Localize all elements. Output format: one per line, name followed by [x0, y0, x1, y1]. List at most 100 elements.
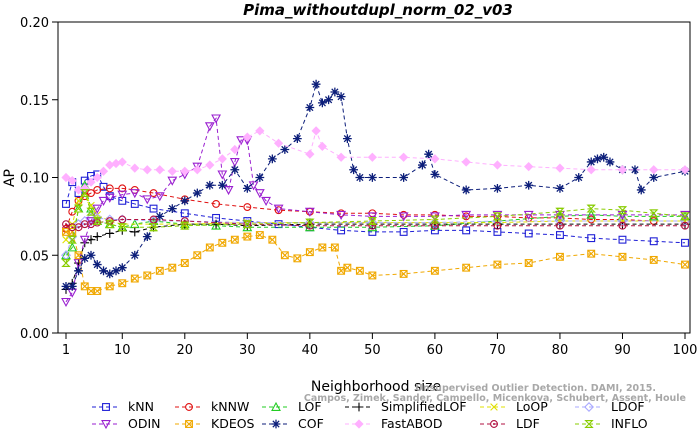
data-point-fastabod	[461, 157, 471, 167]
data-point-fastabod	[492, 160, 503, 170]
data-point-odin	[217, 170, 228, 180]
legend-label-lof: LOF	[298, 399, 322, 414]
data-point-inflo	[61, 259, 71, 267]
data-point-fastabod	[255, 126, 265, 136]
data-point-loop	[74, 197, 83, 205]
legend-item-simplifiedlof: SimplifiedLOF	[345, 399, 467, 414]
legend-swatch-marker	[101, 420, 111, 430]
data-point-inflo	[73, 204, 84, 213]
data-point-kdeos	[193, 251, 202, 260]
legend-label-ldof: LDOF	[611, 399, 645, 414]
data-point-cof	[593, 154, 602, 164]
series-line-ldf	[65, 218, 685, 228]
x-tick-label: 20	[177, 343, 194, 358]
data-point-cof	[367, 173, 377, 182]
legend-swatch-marker	[354, 419, 364, 429]
x-tick-label: 100	[673, 343, 698, 358]
legend-swatch-marker	[185, 420, 193, 428]
data-point-kdeos	[355, 266, 364, 275]
data-point-cof	[605, 157, 615, 167]
data-point-inflo	[92, 217, 102, 225]
data-point-fastabod	[98, 166, 109, 176]
data-point-odin	[336, 210, 347, 220]
data-point-kdeos	[555, 252, 564, 261]
data-point-odin	[236, 136, 246, 146]
data-point-ldof	[429, 217, 440, 228]
data-point-odin	[304, 207, 315, 217]
data-point-cof	[255, 173, 265, 182]
legend-swatch-marker	[271, 401, 281, 411]
data-point-cof	[167, 204, 177, 213]
data-point-inflo	[117, 223, 128, 232]
data-point-cof	[230, 165, 240, 175]
x-tick-label: 80	[552, 343, 569, 358]
data-point-fastabod	[217, 154, 227, 164]
data-point-cof	[524, 180, 534, 190]
y-tick-label: 0.00	[20, 327, 49, 342]
data-point-fastabod	[67, 175, 77, 186]
data-point-inflo	[617, 206, 628, 215]
data-point-fastabod	[430, 154, 440, 164]
data-point-cof	[555, 183, 565, 193]
legend-item-knn: kNN	[92, 399, 154, 414]
legend-label-odin: ODIN	[128, 416, 161, 431]
data-point-cof	[317, 98, 327, 108]
series-line-knn	[65, 173, 686, 244]
data-point-kdeos	[118, 279, 127, 288]
data-point-lof	[211, 220, 221, 230]
data-point-odin	[223, 185, 234, 196]
data-point-fastabod	[586, 165, 596, 175]
data-point-fastabod	[336, 152, 346, 162]
data-point-odin	[79, 235, 90, 245]
legend: kNN kNNW LOF SimplifiedLOF LoOP LDOF ODIN KDEOS…	[92, 399, 648, 431]
data-point-fastabod	[680, 165, 690, 175]
data-point-odin	[273, 204, 284, 214]
data-point-cof	[342, 134, 352, 144]
legend-item-loop: LoOP	[480, 399, 548, 414]
data-point-fastabod	[555, 163, 565, 173]
data-point-kdeos	[305, 248, 314, 257]
data-point-fastabod	[617, 165, 628, 175]
series-cof	[61, 79, 690, 291]
legend-item-lof: LOF	[262, 399, 322, 414]
data-point-kdeos	[618, 252, 627, 261]
data-point-inflo	[649, 209, 659, 218]
data-point-odin	[523, 210, 534, 220]
data-point-cof	[330, 87, 340, 97]
data-point-cof	[111, 266, 121, 276]
data-point-odin	[167, 176, 178, 186]
data-point-cof	[280, 145, 290, 154]
data-point-inflo	[586, 204, 596, 213]
chart-marks	[61, 79, 690, 308]
x-axis-label: Neighborhood size	[311, 379, 441, 395]
data-point-kdeos	[143, 271, 152, 280]
legend-label-ldf: LDF	[516, 416, 540, 431]
data-point-ldf	[149, 215, 158, 224]
legend-label-cof: COF	[298, 416, 324, 431]
data-point-knnw	[93, 185, 102, 194]
legend-swatch-marker	[490, 403, 498, 411]
data-point-odin	[461, 210, 472, 220]
x-tick-label: 70	[489, 343, 506, 358]
data-point-fastabod	[142, 165, 152, 175]
x-tick-label: 30	[239, 343, 256, 358]
data-point-knnw	[118, 184, 127, 193]
data-point-kdeos	[180, 259, 189, 267]
data-point-fastabod	[242, 132, 252, 142]
legend-swatch-marker	[584, 420, 594, 428]
data-point-simplifiedlof	[92, 232, 102, 241]
data-point-kdeos	[330, 243, 339, 252]
series-line-cof	[66, 82, 686, 287]
series-kdeos	[62, 227, 689, 295]
data-point-ldf	[493, 221, 502, 230]
data-point-knnw	[587, 215, 596, 224]
data-point-odin	[211, 114, 221, 124]
data-point-odin	[142, 195, 153, 205]
data-point-inflo	[680, 212, 690, 221]
data-point-fastabod	[367, 152, 377, 162]
data-point-kdeos	[168, 263, 177, 272]
data-point-odin	[192, 162, 203, 172]
data-point-knn	[62, 199, 70, 208]
data-point-odin	[261, 196, 272, 206]
data-point-cof	[74, 266, 83, 276]
